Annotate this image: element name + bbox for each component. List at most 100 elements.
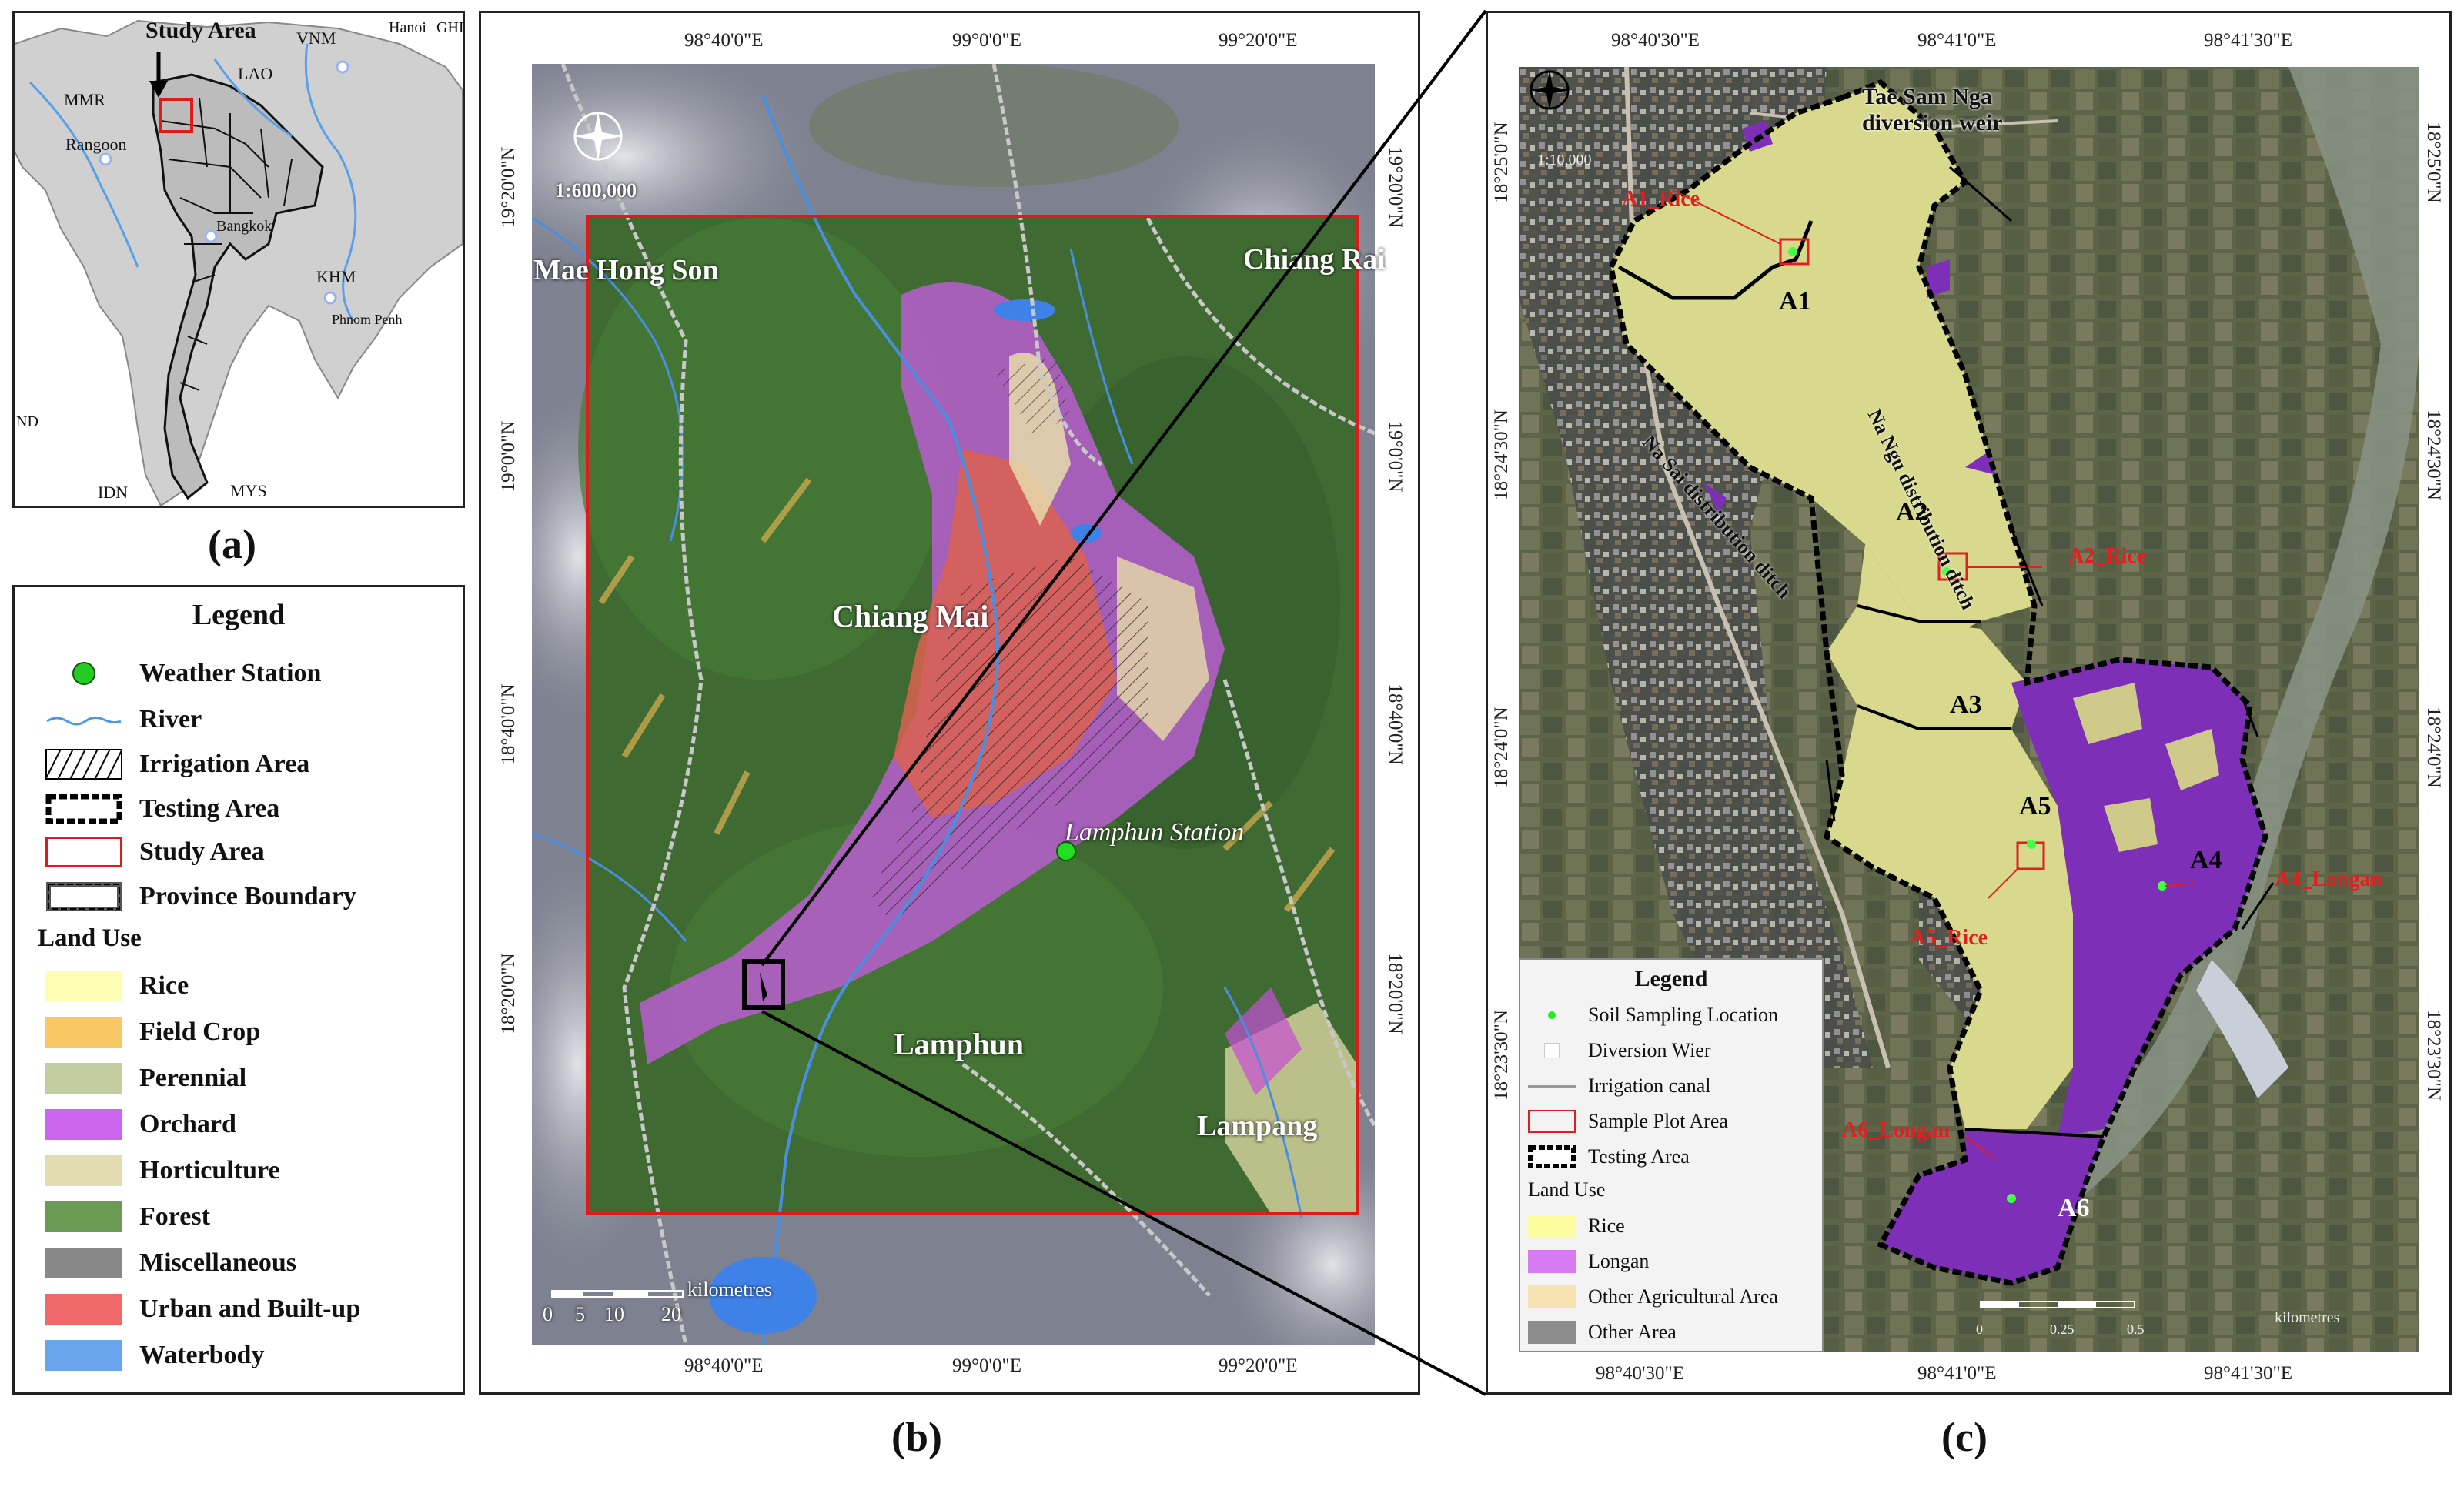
scale-bar-b: [551, 1290, 684, 1298]
land-use-label: Perennial: [139, 1064, 247, 1092]
lat-tick-b-2-right: 18°40'0"N: [1385, 683, 1406, 765]
label-hanoi: Hanoi: [389, 19, 426, 36]
legend-c-diversion-wier: Diversion Wier: [1528, 1035, 1711, 1066]
mainland-shape: [15, 19, 463, 506]
lon-tick-b-2-top: 99°0'0"E: [952, 30, 1021, 51]
lat-tick-c-3-left: 18°24'0"N: [1491, 707, 1512, 788]
scale-tick-b-1: 5: [575, 1303, 585, 1325]
scale-tick-c-1: 0.25: [2050, 1322, 2075, 1337]
land-use-swatch: [45, 1155, 122, 1186]
scale-units-b: kilometres: [687, 1278, 772, 1301]
sample-label-a1: A1_Rice: [1622, 187, 1700, 211]
lat-tick-c-1-right: 18°25'0"N: [2423, 122, 2444, 203]
lon-tick-b-1-top: 98°40'0"E: [684, 30, 764, 51]
lat-tick-c-2-right: 18°24'30"N: [2423, 409, 2444, 500]
inset-map-svg: [15, 13, 463, 506]
zone-label-a6: A6: [2058, 1194, 2090, 1222]
white-square-icon: [1528, 1039, 1576, 1062]
weir-label: Tae Sam Nga diversion weir: [1862, 84, 2003, 135]
land-use-item: Waterbody: [45, 1338, 264, 1372]
land-use-swatch: [45, 1109, 122, 1140]
zone-a3: [1827, 544, 2027, 729]
lat-tick-b-1-left: 18°20'0"N: [498, 953, 519, 1034]
land-use-item: Orchard: [45, 1108, 236, 1141]
land-use-label: Urban and Built-up: [139, 1295, 361, 1323]
legend-c-soil-sampling: Soil Sampling Location: [1528, 1000, 1778, 1031]
label-nd: ND: [16, 413, 38, 430]
scale-tick-c-0: 0: [1976, 1322, 1983, 1337]
legend-c-land-use-label: Rice: [1588, 1215, 1625, 1237]
lon-tick-b-3-bottom: 99°20'0"E: [1219, 1355, 1298, 1376]
land-use-item: Rice: [45, 969, 189, 1003]
lon-tick-b-2-bottom: 99°0'0"E: [952, 1355, 1021, 1376]
place-chiang-mai: Chiang Mai: [832, 599, 989, 633]
land-use-label: Waterbody: [139, 1341, 265, 1369]
lon-tick-c-2-bottom: 98°41'0"E: [1917, 1363, 1997, 1384]
place-mae-hong-son: Mae Hong Son: [533, 254, 719, 286]
legend-c-sample-plot: Sample Plot Area: [1528, 1106, 1728, 1137]
label-bangkok: Bangkok: [216, 218, 272, 235]
river-c: [1950, 67, 2419, 1268]
sample-label-a2: A2_Rice: [2068, 544, 2147, 568]
land-use-label: Forest: [139, 1202, 210, 1231]
land-use-item: Field Crop: [45, 1015, 260, 1049]
scale-units-c: kilometres: [2275, 1309, 2340, 1326]
legend-c-testing-area: Testing Area: [1528, 1141, 1690, 1172]
place-lampang: Lampang: [1197, 1110, 1318, 1142]
zone-label-a1: A1: [1779, 287, 1811, 316]
legend-c-land-use-swatch: [1528, 1250, 1576, 1273]
scale-tick-b-3: 20: [661, 1303, 681, 1325]
legend-a-frame: Legend Weather Station River Irrigation …: [12, 585, 465, 1395]
legend-c-land-use-heading: Land Use: [1528, 1178, 1606, 1201]
lat-tick-c-4-left: 18°23'30"N: [1491, 1010, 1512, 1101]
lat-tick-c-3-right: 18°24'0"N: [2423, 707, 2444, 788]
legend-item-study-area: Study Area: [45, 835, 265, 869]
land-use-item: Miscellaneous: [45, 1246, 296, 1280]
legend-c-label: Testing Area: [1588, 1145, 1690, 1168]
scale-tick-b-2: 10: [604, 1303, 624, 1325]
lat-tick-b-1-right: 18°20'0"N: [1385, 953, 1406, 1034]
legend-item-testing-area: Testing Area: [45, 792, 279, 826]
province-lines: [160, 97, 293, 391]
sample-label-a6: A6_Longan: [1842, 1118, 1951, 1142]
legend-c-land-use-item: Other Agricultural Area: [1528, 1281, 1778, 1312]
legend-a-title: Legend: [192, 599, 286, 631]
lat-tick-b-2-left: 18°40'0"N: [498, 683, 519, 765]
land-use-item: Forest: [45, 1200, 210, 1234]
rivers: [28, 43, 357, 322]
legend-c-land-use-label: Longan: [1588, 1250, 1650, 1272]
scale-ratio-c: 1:10,000: [1537, 152, 1592, 169]
land-use-label: Rice: [139, 971, 189, 1000]
legend-label: Weather Station: [139, 659, 322, 687]
scale-bar-c: [1980, 1301, 2135, 1308]
land-use-item: Horticulture: [45, 1154, 280, 1188]
panel-b-label: (b): [891, 1414, 942, 1460]
lon-tick-b-1-bottom: 98°40'0"E: [684, 1355, 764, 1376]
panel-a-label: (a): [208, 521, 256, 567]
legend-label: Study Area: [139, 837, 265, 866]
label-study-area: Study Area: [145, 18, 256, 43]
legend-item-weather-station: Weather Station: [45, 657, 321, 690]
lat-tick-c-4-right: 18°23'30"N: [2423, 1010, 2444, 1101]
lon-tick-c-2-top: 98°41'0"E: [1917, 30, 1997, 51]
lat-tick-c-1-left: 18°25'0"N: [1491, 122, 1512, 203]
label-khm: KHM: [316, 267, 356, 286]
land-use-heading: Land Use: [38, 924, 142, 952]
legend-item-province-boundary: Province Boundary: [45, 880, 356, 914]
legend-item-irrigation-area: Irrigation Area: [45, 747, 309, 781]
legend-c: Legend Soil Sampling Location Diversion …: [1519, 958, 1824, 1352]
legend-item-river: River: [45, 703, 202, 737]
sample-label-a4: A4_Longan: [2275, 867, 2383, 891]
lon-tick-b-3-top: 99°20'0"E: [1219, 30, 1298, 51]
legend-c-land-use-item: Longan: [1528, 1246, 1649, 1277]
land-use-item: Urban and Built-up: [45, 1292, 360, 1326]
label-idn: IDN: [98, 483, 129, 502]
scale-ratio-b: 1:600,000: [555, 179, 637, 202]
lat-tick-b-4-left: 19°20'0"N: [498, 146, 519, 228]
legend-c-label: Diversion Wier: [1588, 1039, 1711, 1061]
legend-c-land-use-swatch: [1528, 1285, 1576, 1308]
land-use-swatch: [45, 1063, 122, 1094]
lat-tick-b-3-right: 19°0'0"N: [1385, 420, 1406, 493]
sample-plot-a1: [1779, 238, 1810, 266]
red-outline-icon: [1528, 1110, 1576, 1133]
